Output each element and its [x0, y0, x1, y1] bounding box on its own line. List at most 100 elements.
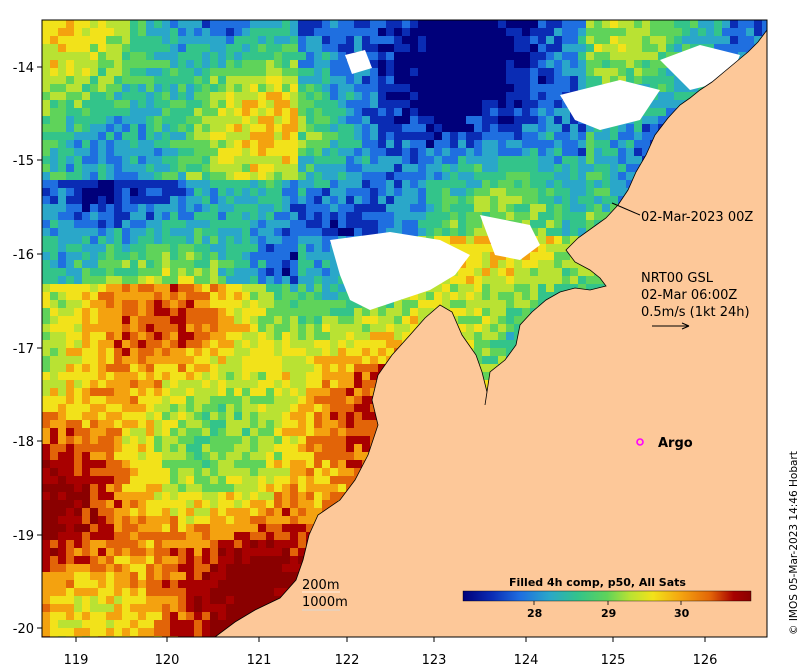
sst-cell: [266, 28, 274, 36]
sst-cell: [58, 444, 66, 452]
sst-cell: [602, 212, 610, 220]
sst-cell: [90, 156, 98, 164]
sst-cell: [154, 92, 162, 100]
sst-cell: [658, 100, 666, 108]
sst-cell: [66, 36, 74, 44]
sst-cell: [418, 84, 426, 92]
sst-cell: [66, 212, 74, 220]
sst-cell: [554, 156, 562, 164]
sst-cell: [530, 276, 538, 284]
sst-cell: [66, 28, 74, 36]
sst-cell: [322, 220, 330, 228]
sst-cell: [202, 364, 210, 372]
sst-cell: [122, 452, 130, 460]
sst-cell: [282, 108, 290, 116]
sst-cell: [474, 292, 482, 300]
sst-cell: [298, 324, 306, 332]
sst-cell: [322, 164, 330, 172]
sst-cell: [498, 196, 506, 204]
sst-cell: [570, 220, 578, 228]
sst-cell: [450, 236, 458, 244]
sst-cell: [490, 188, 498, 196]
sst-cell: [370, 172, 378, 180]
sst-cell: [258, 28, 266, 36]
sst-cell: [218, 284, 226, 292]
sst-cell: [570, 188, 578, 196]
sst-cell: [194, 36, 202, 44]
sst-cell: [202, 20, 210, 28]
sst-cell: [130, 164, 138, 172]
sst-cell: [418, 164, 426, 172]
sst-cell: [538, 276, 546, 284]
sst-cell: [490, 332, 498, 340]
sst-cell: [354, 84, 362, 92]
sst-cell: [154, 420, 162, 428]
sst-cell: [474, 268, 482, 276]
sst-cell: [42, 372, 50, 380]
sst-cell: [98, 108, 106, 116]
sst-cell: [466, 236, 474, 244]
sst-cell: [306, 68, 314, 76]
sst-cell: [498, 44, 506, 52]
sst-cell: [290, 156, 298, 164]
sst-cell: [242, 380, 250, 388]
sst-cell: [530, 220, 538, 228]
sst-cell: [674, 20, 682, 28]
sst-cell: [66, 244, 74, 252]
sst-cell: [234, 356, 242, 364]
sst-cell: [602, 196, 610, 204]
sst-cell: [322, 148, 330, 156]
sst-cell: [362, 228, 370, 236]
sst-cell: [242, 212, 250, 220]
sst-cell: [602, 164, 610, 172]
sst-cell: [586, 276, 594, 284]
sst-cell: [218, 372, 226, 380]
sst-cell: [154, 372, 162, 380]
sst-cell: [370, 76, 378, 84]
sst-cell: [50, 324, 58, 332]
sst-cell: [594, 180, 602, 188]
sst-cell: [178, 180, 186, 188]
sst-cell: [162, 412, 170, 420]
sst-cell: [578, 268, 586, 276]
sst-cell: [378, 20, 386, 28]
sst-cell: [354, 396, 362, 404]
sst-cell: [106, 180, 114, 188]
sst-cell: [562, 44, 570, 52]
sst-cell: [58, 284, 66, 292]
sst-cell: [474, 52, 482, 60]
sst-cell: [562, 236, 570, 244]
sst-cell: [50, 260, 58, 268]
sst-cell: [474, 124, 482, 132]
sst-cell: [594, 140, 602, 148]
sst-cell: [274, 116, 282, 124]
sst-cell: [266, 324, 274, 332]
sst-cell: [122, 36, 130, 44]
sst-cell: [418, 52, 426, 60]
sst-cell: [522, 212, 530, 220]
sst-cell: [378, 28, 386, 36]
sst-cell: [418, 76, 426, 84]
sst-cell: [394, 308, 402, 316]
sst-cell: [474, 228, 482, 236]
sst-cell: [50, 396, 58, 404]
sst-cell: [146, 324, 154, 332]
sst-cell: [74, 124, 82, 132]
sst-cell: [514, 180, 522, 188]
sst-cell: [506, 140, 514, 148]
sst-cell: [562, 244, 570, 252]
sst-cell: [594, 212, 602, 220]
sst-cell: [410, 52, 418, 60]
sst-cell: [130, 236, 138, 244]
sst-cell: [130, 84, 138, 92]
sst-cell: [378, 356, 386, 364]
sst-cell: [82, 204, 90, 212]
sst-cell: [130, 364, 138, 372]
sst-cell: [370, 204, 378, 212]
sst-cell: [266, 348, 274, 356]
sst-cell: [234, 340, 242, 348]
sst-cell: [434, 76, 442, 84]
sst-cell: [442, 140, 450, 148]
sst-cell: [274, 452, 282, 460]
sst-cell: [282, 420, 290, 428]
